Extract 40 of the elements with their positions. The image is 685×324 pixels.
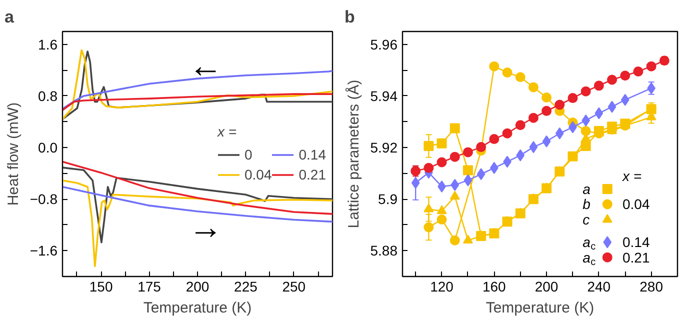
y-tick-label: 1.6 xyxy=(38,36,58,52)
legend-title: x = xyxy=(218,123,238,139)
annotation: 0.21 xyxy=(622,249,650,266)
x-tick-label: 160 xyxy=(482,278,506,294)
x-tick-label: 120 xyxy=(430,278,454,294)
y-tick-label: 0.8 xyxy=(38,88,58,104)
x-axis-title: Temperature (K) xyxy=(143,300,252,316)
x-tick-label: 250 xyxy=(282,278,306,294)
legend-label: 0.21 xyxy=(298,166,326,182)
x-tick-label: 200 xyxy=(186,278,210,294)
y-tick-label: −1.6 xyxy=(30,242,58,259)
legend-label: b xyxy=(582,196,591,212)
annotation: 0.04 xyxy=(622,196,650,212)
legend-label: 0.04 xyxy=(244,166,272,182)
x-tick-label: 150 xyxy=(89,278,113,294)
annotation: ← xyxy=(188,46,223,85)
annotation: 0.14 xyxy=(622,234,650,250)
x-tick-label: 200 xyxy=(534,278,558,294)
x-tick-label: 280 xyxy=(640,278,664,294)
legend-label: 0 xyxy=(244,146,254,162)
y-axis-title: Heat flow (mW) xyxy=(4,102,22,206)
y-tick-label: 5.96 xyxy=(370,36,398,52)
legend-label: 0.14 xyxy=(298,146,326,162)
legend-label: c xyxy=(582,212,590,228)
legend-label: a xyxy=(582,181,591,198)
y-tick-label: 0.0 xyxy=(38,140,58,156)
y-tick-label: 5.88 xyxy=(370,242,398,259)
y-axis-title: Lattice parameters (Å) xyxy=(344,80,362,228)
y-tick-label: 5.94 xyxy=(370,88,398,104)
x-tick-label: 175 xyxy=(138,278,162,294)
x-axis-title: Temperature (K) xyxy=(486,300,594,316)
x-tick-label: 225 xyxy=(234,278,258,294)
chart-title: a xyxy=(4,8,14,26)
y-tick-label: −0.8 xyxy=(30,191,58,208)
x-tick-label: 240 xyxy=(587,278,611,294)
chart-title: b xyxy=(344,8,355,26)
legend-title: x = xyxy=(622,168,642,184)
annotation: → xyxy=(188,208,223,246)
y-tick-label: 5.92 xyxy=(370,140,398,156)
y-tick-label: 5.9 xyxy=(378,191,398,208)
